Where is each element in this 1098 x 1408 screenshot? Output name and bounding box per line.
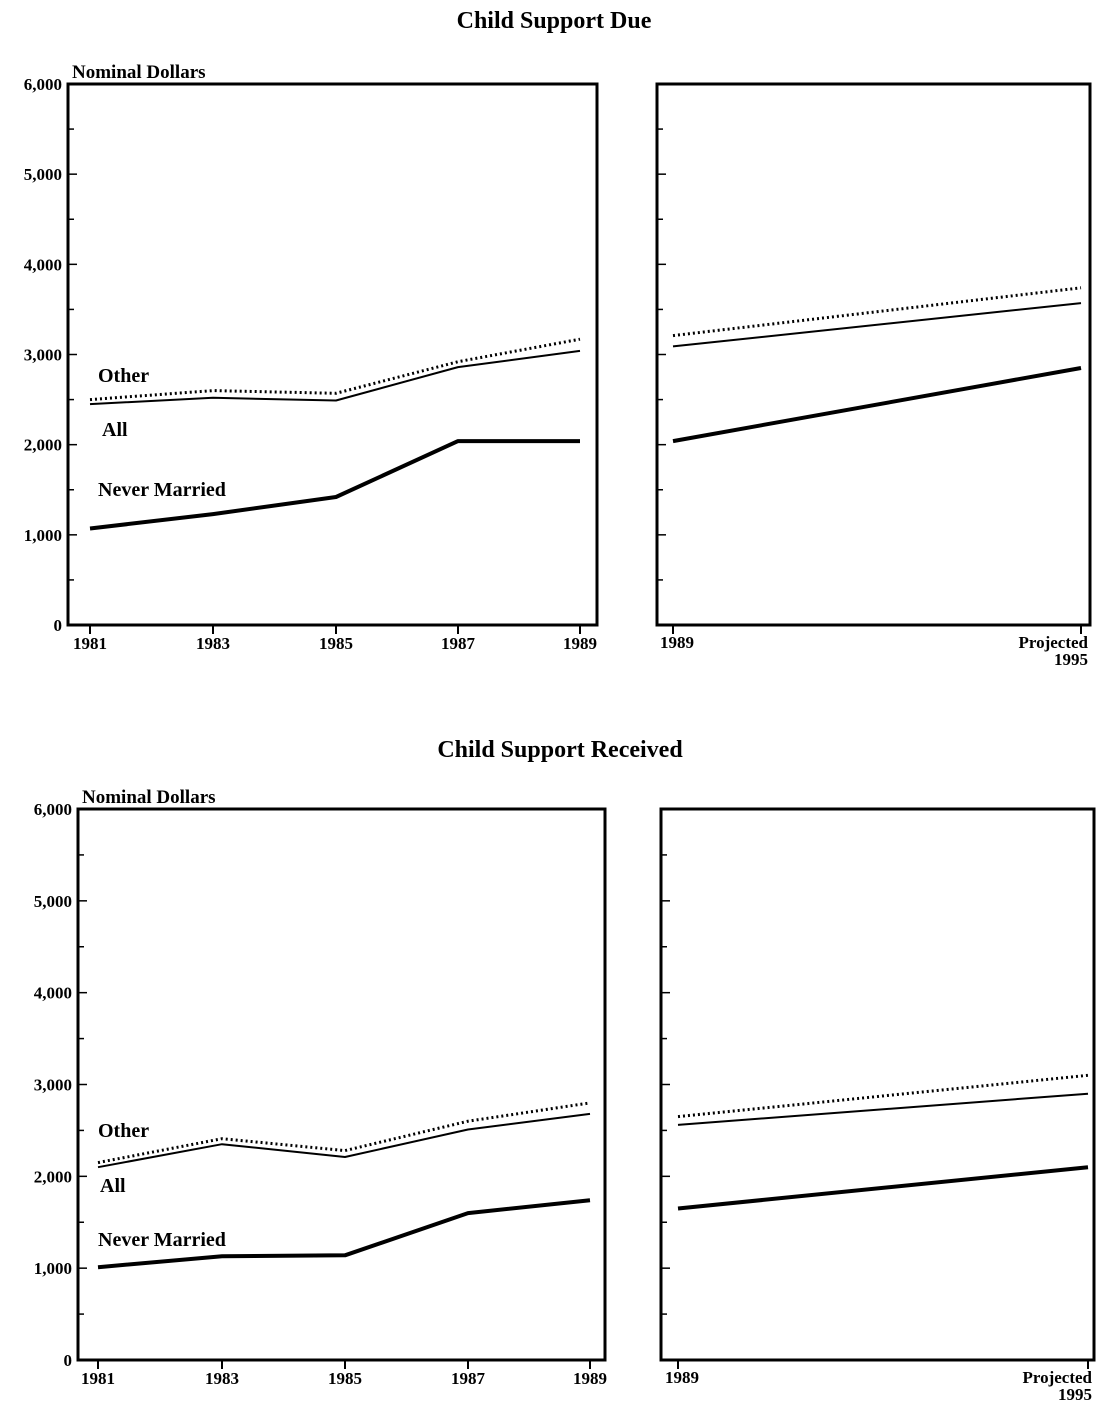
x-tick-label: 1981 [73, 634, 107, 653]
x-tick-label: 1995 [1054, 650, 1088, 669]
series-line-other [89, 337, 581, 402]
chart-title: Child Support Received [437, 737, 683, 763]
plot-frame [655, 82, 1092, 627]
series-line-never-married [97, 1198, 591, 1270]
series-label: Never Married [98, 1229, 226, 1251]
x-tick-label: 1989 [573, 1369, 607, 1388]
y-tick-label: 2,000 [34, 1167, 72, 1186]
plot-frame [66, 82, 599, 627]
y-tick-label: 1,000 [34, 1259, 72, 1278]
series-line-never-married [677, 1165, 1089, 1211]
y-tick-label: 2,000 [24, 436, 62, 455]
x-tick-label: 1983 [205, 1369, 239, 1388]
series-label: Other [98, 1120, 149, 1142]
series-label: All [100, 1175, 126, 1197]
plot-frame [76, 807, 607, 1362]
y-tick-label: 3,000 [24, 346, 62, 365]
x-tick-label: 1985 [328, 1369, 362, 1388]
series-label: All [102, 419, 128, 441]
series-line-other [672, 286, 1082, 338]
y-tick-label: 3,000 [34, 1076, 72, 1095]
x-tick-label: 1989 [563, 634, 597, 653]
x-tick-label: Projected [1018, 633, 1088, 652]
y-tick-label: 6,000 [34, 800, 72, 819]
series-line-never-married [89, 439, 580, 531]
series-label: Never Married [98, 479, 226, 501]
x-tick-label: 1989 [660, 633, 694, 652]
series-line-all [97, 1112, 591, 1169]
y-tick-label: 1,000 [24, 526, 62, 545]
y-tick-label: 0 [54, 616, 63, 635]
x-tick-label: 1983 [196, 634, 230, 653]
y-tick-label: 5,000 [24, 165, 62, 184]
x-tick-label: 1985 [319, 634, 353, 653]
y-tick-label: 4,000 [24, 255, 62, 274]
chart-title: Child Support Due [457, 8, 652, 34]
series-line-other [677, 1073, 1089, 1119]
series-line-all [672, 302, 1082, 348]
y-axis-label: Nominal Dollars [82, 787, 216, 808]
y-tick-label: 0 [64, 1351, 73, 1370]
plot-frame [659, 807, 1096, 1362]
series-line-never-married [672, 366, 1082, 444]
y-tick-label: 5,000 [34, 892, 72, 911]
y-tick-label: 6,000 [24, 75, 62, 94]
x-tick-label: 1995 [1058, 1385, 1092, 1404]
y-axis-label: Nominal Dollars [72, 62, 206, 83]
x-tick-label: 1989 [665, 1368, 699, 1387]
series-label: Other [98, 365, 149, 387]
series-line-all [677, 1092, 1089, 1126]
x-tick-label: 1981 [81, 1369, 115, 1388]
y-tick-label: 4,000 [34, 984, 72, 1003]
x-tick-label: 1987 [451, 1369, 486, 1388]
x-tick-label: Projected [1022, 1368, 1092, 1387]
series-line-all [89, 349, 581, 406]
x-tick-label: 1987 [441, 634, 476, 653]
